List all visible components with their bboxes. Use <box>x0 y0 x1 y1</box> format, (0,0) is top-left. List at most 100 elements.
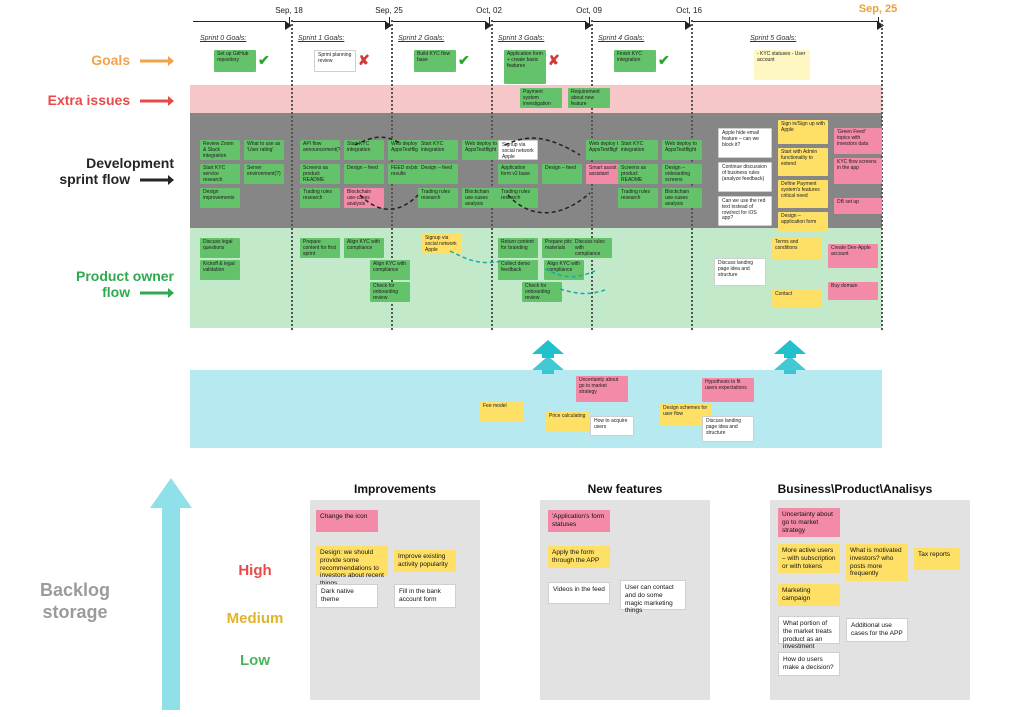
backlog-column: Uncertainty about go to market strategy M… <box>770 500 970 700</box>
timeline-segment <box>292 21 386 22</box>
sticky-note[interactable]: More active users – with subscription or… <box>778 544 840 573</box>
sticky-note[interactable]: Server environment(?) <box>244 164 284 184</box>
row-label-goals: Goals <box>4 52 174 68</box>
sticky-note[interactable]: - KYC statuses - User account <box>754 50 810 80</box>
timeline-tick <box>489 17 490 25</box>
row-label-text: Goals <box>91 52 130 68</box>
sticky-note[interactable]: Application form + create basic features <box>504 50 546 84</box>
sprint-goals-label: Sprint 2 Goals: <box>398 35 444 42</box>
timeline-date: Oct, 09 <box>576 6 602 15</box>
cross-icon: ✘ <box>358 52 370 69</box>
sticky-note[interactable]: Check for onboarding review <box>370 282 410 302</box>
sticky-note[interactable]: Design – onboarding screens <box>662 164 702 184</box>
sticky-note[interactable]: Kickoff & legal validation <box>200 260 240 280</box>
sticky-note[interactable]: Uncertainty about go to market strategy <box>576 376 628 402</box>
sticky-note[interactable]: Sprint planning review <box>314 50 356 72</box>
timeline-tick <box>289 17 290 25</box>
timeline-date: Sep, 18 <box>275 6 303 15</box>
sticky-note[interactable]: Buy domain <box>828 282 878 300</box>
sticky-note[interactable]: Set up GitHub repository <box>214 50 256 72</box>
sticky-note[interactable]: Build KYC flow base <box>414 50 456 72</box>
row-label-text: Extra issues <box>48 92 131 108</box>
row-label-dev: Developmentsprint flow <box>4 155 174 187</box>
sprint-goals-label: Sprint 0 Goals: <box>200 35 246 42</box>
backlog-column-title: New features <box>540 482 710 496</box>
backlog-column: 'Application's form statuses Apply the fo… <box>540 500 710 700</box>
sticky-note[interactable]: Fee model <box>480 402 524 422</box>
sticky-note[interactable]: Marketing campaign <box>778 584 840 606</box>
backlog-up-arrow <box>150 478 192 710</box>
sticky-note[interactable]: Additional use cases for the APP <box>846 618 908 642</box>
sticky-note[interactable]: Trading rules research <box>618 188 658 208</box>
sticky-note[interactable]: Uncertainty about go to market strategy <box>778 508 840 537</box>
sticky-note[interactable]: Apply the form through the APP <box>548 546 610 568</box>
sticky-note[interactable]: Payment system investigation <box>520 88 562 108</box>
sticky-note[interactable]: Align KYC with compliance <box>344 238 384 258</box>
sticky-note[interactable]: Videos in the feed <box>548 582 610 604</box>
sticky-note[interactable]: Discuss landing page idea and structure <box>714 258 766 286</box>
row-arrow-icon <box>140 175 174 185</box>
sticky-note[interactable]: Design: we should provide some recommend… <box>316 546 388 576</box>
sticky-note[interactable]: Sign in/Sign up with Apple <box>778 120 828 144</box>
lane-bottom-pool <box>190 370 882 448</box>
sticky-note[interactable]: Align KYC with compliance <box>370 260 410 280</box>
sticky-note[interactable]: Review Zoom & Slack integration <box>200 140 240 160</box>
sticky-note[interactable]: Dark native theme <box>316 584 378 608</box>
sticky-note[interactable]: Start KYC service research <box>200 164 240 184</box>
sticky-note[interactable]: Discuss landing page idea and structure <box>702 416 754 442</box>
sticky-note[interactable]: Design improvements <box>200 188 240 208</box>
sticky-note[interactable]: Finish KYC integration <box>614 50 656 72</box>
sticky-note[interactable]: KYC flow screens in the app <box>834 158 882 184</box>
backlog-label: Backlogstorage <box>10 580 140 623</box>
row-label-po: Product ownerflow <box>4 268 174 300</box>
flow-up-arrow-icon <box>772 340 808 374</box>
sticky-note[interactable]: What to use as 'User rating' <box>244 140 284 160</box>
sticky-note[interactable]: Discuss legal questions <box>200 238 240 258</box>
sticky-note[interactable]: Continue discussion of business rules (a… <box>718 162 772 192</box>
timeline-segment <box>592 21 686 22</box>
dev-flow-arrows <box>300 135 610 230</box>
cross-icon: ✘ <box>548 52 560 69</box>
timeline-date: Oct, 16 <box>676 6 702 15</box>
row-arrow-icon <box>140 56 174 66</box>
sticky-note[interactable]: Terms and conditions <box>772 238 822 260</box>
sticky-note[interactable]: Start with Admin functionality to extend <box>778 148 828 176</box>
sticky-note[interactable]: Create Dev-Apple account <box>828 244 878 268</box>
sticky-note[interactable]: Can we use the red text instead of row/r… <box>718 196 772 226</box>
sticky-note[interactable]: Start KYC integration <box>618 140 658 160</box>
sprint-goals-label: Sprint 3 Goals: <box>498 35 544 42</box>
sticky-note[interactable]: Design – application form <box>778 212 828 232</box>
sticky-note[interactable]: Hypothesis to fit users expectations <box>702 378 754 402</box>
timeline-date-highlight: Sep, 25 <box>859 3 898 15</box>
sticky-note[interactable]: Improve existing activity popularity <box>394 550 456 572</box>
row-arrow-icon <box>140 288 174 298</box>
sticky-note[interactable]: Apple hide email feature – can we block … <box>718 128 772 158</box>
sticky-note[interactable]: DB set up <box>834 198 882 214</box>
sticky-note[interactable]: Requirement about new feature <box>568 88 610 108</box>
sticky-note[interactable]: Fill in the bank account form <box>394 584 456 608</box>
sticky-note[interactable]: Web deploy to AppsTestflight <box>662 140 702 160</box>
sticky-note[interactable]: Screens as product README <box>618 164 658 184</box>
sprint-goals-label: Sprint 5 Goals: <box>750 35 796 42</box>
sticky-note[interactable]: 'Application's form statuses <box>548 510 610 532</box>
sticky-note[interactable]: How do users make a decision? <box>778 652 840 676</box>
sticky-note[interactable]: Tax reports <box>914 548 960 570</box>
sprint-divider <box>291 20 293 330</box>
check-icon: ✔ <box>458 52 470 69</box>
sticky-note[interactable]: What is motivated investors? who posts m… <box>846 544 908 581</box>
sticky-note[interactable]: 'Green Feed' topics with investors data <box>834 128 882 154</box>
sticky-note[interactable]: How to acquire users <box>590 416 634 436</box>
sticky-note[interactable]: Prepare content for first sprint <box>300 238 340 258</box>
sticky-note[interactable]: What portion of the market treats produc… <box>778 616 840 644</box>
sticky-note[interactable]: User can contact and do some magic marke… <box>620 580 686 610</box>
timeline-segment <box>692 21 878 22</box>
sticky-note[interactable]: Change the icon <box>316 510 378 532</box>
sticky-note[interactable]: Contact <box>772 290 822 308</box>
priority-label: Medium <box>210 610 300 627</box>
sticky-note[interactable]: Price calculating <box>546 412 590 432</box>
sticky-note[interactable]: Define Payment system's features critica… <box>778 180 828 208</box>
timeline-segment <box>492 21 586 22</box>
flow-up-arrow-icon <box>530 340 566 374</box>
sticky-note[interactable]: Blockchain use-cases analysis <box>662 188 702 208</box>
timeline-date: Sep, 25 <box>375 6 403 15</box>
